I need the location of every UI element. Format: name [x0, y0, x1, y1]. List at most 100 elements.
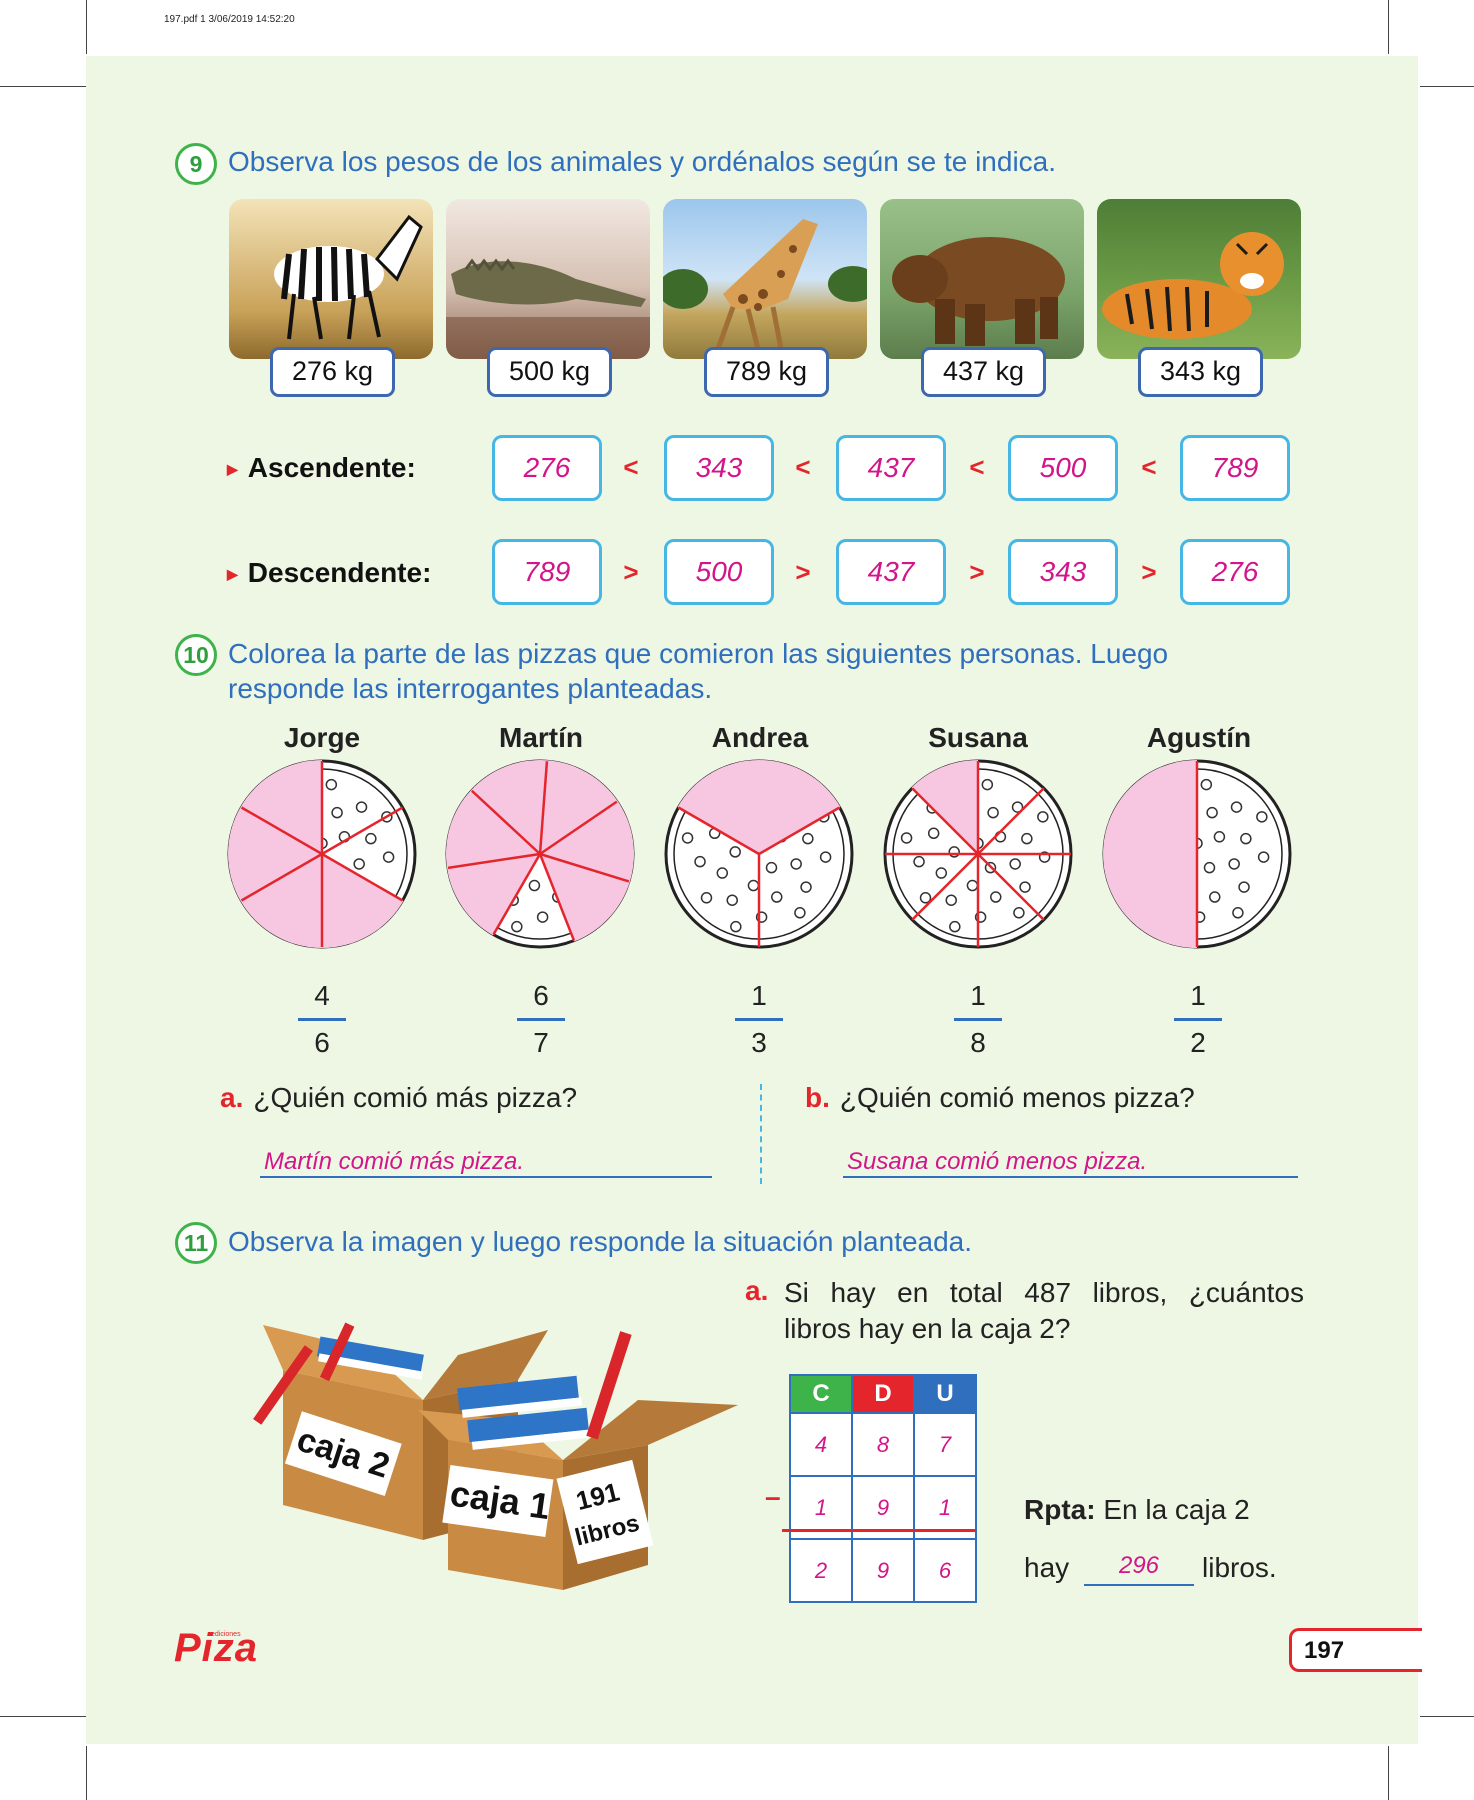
- answer-10b[interactable]: Susana comió menos pizza.: [847, 1148, 1148, 1175]
- table-cell[interactable]: 8: [851, 1412, 915, 1477]
- print-header: 197.pdf 1 3/06/2019 14:52:20: [164, 14, 295, 25]
- question-10-text-line-1: Colorea la parte de las pizzas que comie…: [228, 638, 1169, 669]
- pizza-1[interactable]: [445, 759, 635, 949]
- column-header-u: U: [913, 1374, 977, 1414]
- answer-line: [1084, 1584, 1194, 1586]
- rpta-end: libros.: [1202, 1552, 1277, 1583]
- question-9-text: Observa los pesos de los animales y ordé…: [228, 146, 1057, 177]
- pizza-eaten-portion: [1103, 760, 1197, 948]
- giraffe-photo: [663, 199, 867, 359]
- pizza-division-line: [911, 853, 979, 921]
- descending-answer-4[interactable]: 343: [1008, 539, 1118, 605]
- descending-answer-1[interactable]: 789: [492, 539, 602, 605]
- brand-subtitle: ediciones: [211, 1631, 241, 1638]
- column-header-c: C: [789, 1374, 853, 1414]
- pizza-division-line: [977, 853, 1045, 921]
- pizza-division-line: [539, 800, 618, 856]
- descending-label: ▶ Descendente:: [227, 557, 432, 588]
- pizza-0[interactable]: [227, 759, 417, 949]
- crop-mark: [1388, 1746, 1389, 1800]
- ascending-answer-1[interactable]: 276: [492, 435, 602, 501]
- crop-mark: [86, 1746, 87, 1800]
- pizza-division-line: [447, 852, 541, 870]
- weight-label-crocodile: 500 kg: [487, 347, 612, 397]
- question-10b: b. ¿Quién comió menos pizza?: [805, 1082, 1195, 1113]
- pizza-division-line: [977, 787, 1045, 855]
- page-number: 197: [1304, 1637, 1345, 1664]
- less-than-symbol: <: [623, 452, 639, 482]
- table-cell[interactable]: 6: [913, 1538, 977, 1603]
- person-name-agustin: Agustín: [1146, 722, 1252, 753]
- crocodile-photo: [446, 199, 650, 359]
- pizza-division-line: [538, 853, 576, 942]
- pizza-3[interactable]: [883, 759, 1073, 949]
- table-cell[interactable]: 1: [789, 1475, 853, 1540]
- answer-10a[interactable]: Martín comió más pizza.: [264, 1148, 525, 1175]
- question-number-9: 9: [175, 143, 217, 185]
- descending-answer-3[interactable]: 437: [836, 539, 946, 605]
- pizza-eaten-portion: [911, 760, 978, 854]
- bear-photo: [880, 199, 1084, 359]
- question-11a-line-1: Si hay en total 487 libros, ¿cuántos: [784, 1277, 1304, 1308]
- table-cell[interactable]: 9: [851, 1538, 915, 1603]
- crop-mark: [1420, 86, 1474, 87]
- crop-mark: [0, 1716, 86, 1717]
- question-11-text: Observa la imagen y luego responde la si…: [228, 1226, 973, 1257]
- descending-answer-5[interactable]: 276: [1180, 539, 1290, 605]
- book-boxes-illustration: caja 2 caja 1 191 libros: [253, 1322, 738, 1590]
- column-divider: [760, 1084, 762, 1184]
- question-11a-line-2: libros hay en la caja 2?: [784, 1313, 1071, 1344]
- table-cell[interactable]: 7: [913, 1412, 977, 1477]
- pizza-division-line: [539, 852, 630, 883]
- pizza-division-line: [321, 852, 404, 902]
- person-name-andrea: Andrea: [711, 722, 809, 753]
- table-cell[interactable]: 2: [789, 1538, 853, 1603]
- pizza-eaten-portion: [228, 760, 404, 948]
- ascending-answer-2[interactable]: 343: [664, 435, 774, 501]
- brand-logo: Piza: [174, 1626, 259, 1670]
- ascending-label: ▶ Ascendente:: [227, 452, 416, 483]
- table-cell[interactable]: 4: [789, 1412, 853, 1477]
- ascending-answer-3[interactable]: 437: [836, 435, 946, 501]
- ascending-answer-4[interactable]: 500: [1008, 435, 1118, 501]
- tiger-photo: [1097, 199, 1301, 359]
- person-name-martin: Martín: [499, 722, 583, 753]
- descending-answer-2[interactable]: 500: [664, 539, 774, 605]
- greater-than-symbol: >: [969, 557, 985, 587]
- subtraction-line: [782, 1529, 976, 1532]
- place-value-table: C D U 4 8 7 1 9 1 2 9 6: [789, 1374, 977, 1603]
- pizza-division-line: [677, 806, 760, 856]
- pizzas-illustration: [227, 759, 1292, 949]
- pizza-4[interactable]: [1102, 759, 1292, 949]
- rpta-line-1: Rpta: En la caja 2: [1024, 1494, 1250, 1525]
- question-10a: a. ¿Quién comió más pizza?: [220, 1082, 578, 1113]
- person-name-susana: Susana: [928, 722, 1028, 753]
- answer-line: [843, 1176, 1298, 1178]
- pizza-division-line: [758, 806, 841, 856]
- rpta-answer[interactable]: 296: [1118, 1552, 1160, 1579]
- less-than-symbol: <: [795, 452, 811, 482]
- less-than-symbol: <: [1141, 452, 1157, 482]
- question-10-text-line-2: responde las interrogantes planteadas.: [228, 673, 713, 704]
- zebra-photo: [229, 199, 433, 359]
- weight-label-bear: 437 kg: [921, 347, 1046, 397]
- pizza-division-line: [240, 852, 323, 902]
- pizza-2[interactable]: [664, 759, 854, 949]
- crop-mark: [86, 0, 87, 54]
- ascending-answer-5[interactable]: 789: [1180, 435, 1290, 501]
- pizza-division-line: [492, 853, 542, 936]
- crop-mark: [0, 86, 86, 87]
- question-11a-letter: a.: [745, 1275, 769, 1306]
- pizza-division-line: [240, 806, 323, 856]
- minus-sign: –: [765, 1481, 781, 1512]
- question-number-10: 10: [175, 634, 217, 676]
- weight-label-zebra: 276 kg: [270, 347, 395, 397]
- crop-mark: [1388, 0, 1389, 54]
- weight-label-tiger: 343 kg: [1138, 347, 1263, 397]
- pizza-division-line: [470, 789, 541, 855]
- rpta-hay: hay: [1024, 1552, 1070, 1583]
